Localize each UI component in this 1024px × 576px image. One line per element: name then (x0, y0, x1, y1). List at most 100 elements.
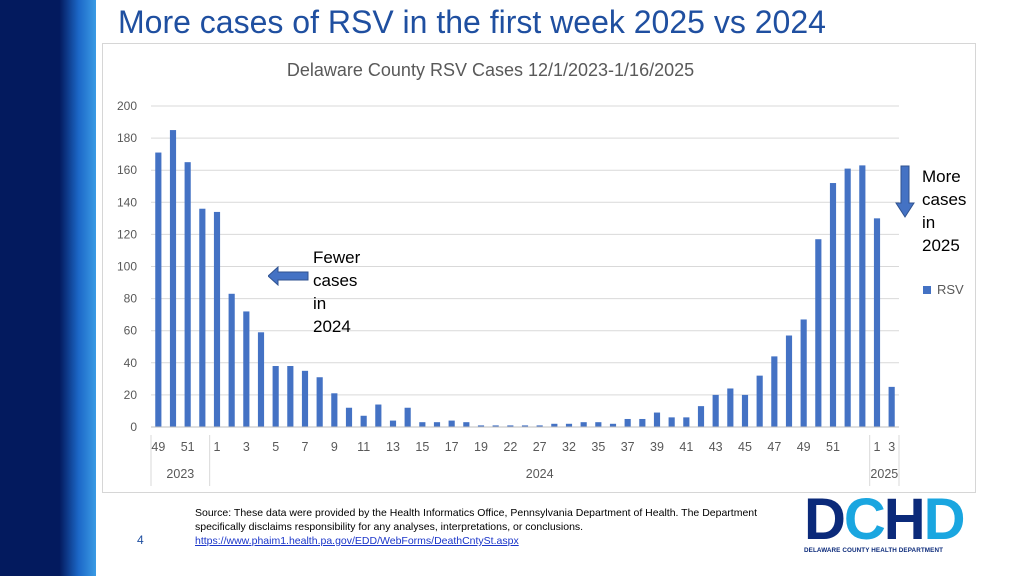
bar-2024-wk34 (580, 422, 587, 427)
bar-2024-wk32 (565, 423, 573, 427)
annotation-fewer-line: Fewer (313, 248, 361, 267)
bar-2024-wk45 (741, 394, 749, 427)
x-tick-label: 7 (302, 440, 309, 454)
bar-2024-wk40 (668, 417, 675, 427)
bar-2024-wk8 (316, 377, 323, 427)
x-tick-label: 27 (533, 440, 547, 454)
bar-2025-wk1 (873, 218, 881, 427)
year-group-label: 2024 (526, 467, 554, 481)
legend-swatch (923, 285, 931, 294)
annotation-fewer-line: 2024 (313, 317, 351, 336)
bar-2024-wk43 (712, 394, 719, 427)
bar-2024-wk38 (639, 418, 646, 427)
x-tick-label: 5 (272, 440, 279, 454)
bar-2024-wk20 (492, 425, 499, 427)
x-tick-label: 51 (826, 440, 840, 454)
bar-2024-wk3 (243, 311, 250, 427)
left-decorative-band (0, 0, 96, 576)
y-tick-label: 140 (117, 195, 137, 209)
bar-2024-wk18 (463, 422, 470, 427)
bar-2024-wk17 (448, 420, 455, 427)
bar-2024-wk49 (800, 319, 807, 427)
x-tick-label: 47 (767, 440, 781, 454)
bar-2024-wk41 (683, 417, 690, 427)
x-tick-label: 49 (151, 440, 165, 454)
y-tick-label: 180 (117, 131, 137, 145)
source-link[interactable]: https://www.phaim1.health.pa.gov/EDD/Web… (195, 535, 519, 547)
annotation-more-line: More (922, 167, 961, 186)
year-group-label: 2023 (166, 467, 194, 481)
legend-label: RSV (937, 282, 964, 297)
bar-2024-wk15 (419, 422, 426, 427)
bar-2024-wk6 (287, 366, 294, 427)
bar-2024-wk52 (844, 168, 851, 427)
annotation-more-line: in (922, 213, 936, 232)
bar-2023-wk49 (155, 152, 162, 428)
bar-2024-wk22 (507, 425, 514, 427)
bar-2024-wk27 (536, 425, 543, 427)
bar-2023-wk50 (169, 130, 177, 427)
logo-letters: DCHD (804, 491, 966, 549)
x-tick-label: 43 (709, 440, 723, 454)
bar-2024-wk12 (375, 404, 382, 427)
bar-2024-wk46 (756, 375, 763, 427)
x-tick-label: 41 (679, 440, 693, 454)
x-tick-label: 1 (874, 440, 881, 454)
x-tick-label: 1 (214, 440, 221, 454)
page-number: 4 (137, 533, 144, 547)
bar-2024-wk16 (433, 422, 441, 427)
x-tick-label: 37 (621, 440, 635, 454)
bar-2024-wk35 (595, 422, 602, 427)
source-note: Source: These data were provided by the … (195, 506, 795, 548)
bar-2024-wk39 (653, 412, 661, 427)
bar-2024-wk5 (272, 366, 279, 427)
annotation-more-line: cases (922, 190, 967, 209)
bar-2024-wk2 (228, 293, 235, 427)
logo-letter: H (883, 487, 926, 552)
logo-letter: D (923, 487, 966, 552)
bar-2024-wk23 (521, 425, 529, 427)
y-tick-label: 200 (117, 99, 137, 113)
y-tick-label: 60 (124, 324, 138, 338)
logo-letter: D (804, 487, 846, 552)
y-tick-label: 160 (117, 163, 137, 177)
bar-2024-wk28 (551, 423, 558, 427)
bar-2024-wk42 (697, 406, 705, 427)
bar-2024-wk4 (257, 332, 265, 427)
dchd-logo: DCHD DELAWARE COUNTY HEALTH DEPARTMENT (804, 491, 966, 557)
y-tick-label: 0 (130, 420, 137, 434)
annotation-fewer-cases: Fewer cases in 2024 (313, 246, 383, 338)
slide-title: More cases of RSV in the first week 2025… (118, 4, 826, 40)
bar-2024-wk9 (331, 393, 338, 427)
x-tick-label: 3 (888, 440, 895, 454)
x-tick-label: 19 (474, 440, 488, 454)
y-tick-label: 100 (117, 260, 137, 274)
bar-2023-wk51 (184, 162, 191, 428)
y-tick-label: 20 (124, 388, 138, 402)
chart-frame: 0 20 40 60 80 100 120 140 160 180 200 49 51 1 3 5 7 9 11 13… (102, 43, 976, 493)
y-tick-label: 120 (117, 227, 137, 241)
bar-2024-wk47 (771, 356, 778, 427)
bar-2024-wk14 (404, 407, 411, 427)
logo-subtitle: DELAWARE COUNTY HEALTH DEPARTMENT (804, 547, 944, 554)
bar-2025-wk2 (888, 386, 895, 427)
source-text: Source: These data were provided by the … (195, 507, 758, 533)
bar-2023-wk52 (199, 208, 206, 427)
year-group-label: 2025 (870, 467, 898, 481)
annotation-more-line: 2025 (922, 236, 960, 255)
down-arrow-icon (895, 165, 915, 218)
bar-2024-wk51 (829, 183, 837, 427)
x-tick-label: 45 (738, 440, 752, 454)
annotation-fewer-line: cases (313, 271, 358, 290)
x-tick-label: 13 (386, 440, 400, 454)
bar-2024-wk1 (213, 211, 221, 427)
x-tick-label: 35 (591, 440, 605, 454)
bar-2024-wk10 (345, 407, 353, 427)
x-tick-label: 49 (797, 440, 811, 454)
bar-2024-wk53 (859, 165, 866, 427)
x-tick-label: 15 (415, 440, 429, 454)
bar-2024-wk13 (389, 420, 397, 427)
chart-legend: RSV (923, 282, 964, 297)
x-tick-label: 22 (503, 440, 517, 454)
